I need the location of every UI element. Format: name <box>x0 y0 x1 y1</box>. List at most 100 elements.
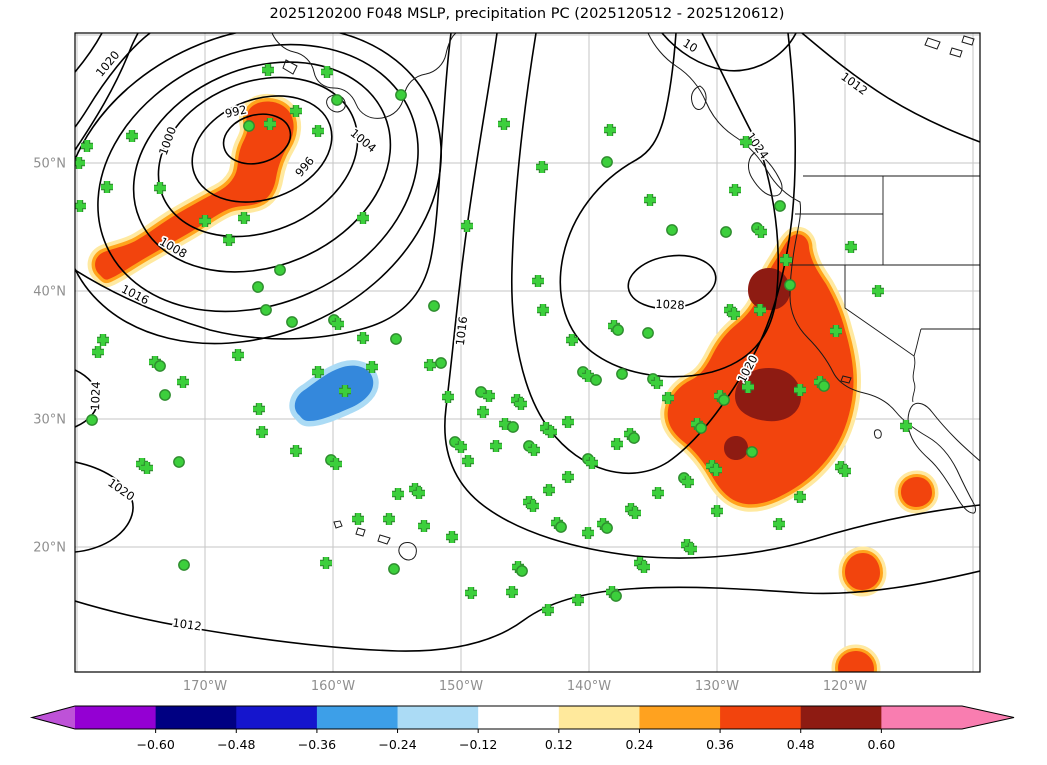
station-circle-marker <box>507 421 519 433</box>
contour-label: 1000 <box>156 125 179 157</box>
station-plus-marker <box>75 157 85 169</box>
station-plus-marker <box>515 398 527 410</box>
station-circle-marker <box>718 394 730 406</box>
colorbar-tick-label: −0.48 <box>217 737 255 752</box>
colorbar-cell <box>881 706 963 729</box>
station-plus-marker <box>845 241 857 253</box>
station-circle-marker <box>695 422 707 434</box>
station-plus-marker <box>604 124 616 136</box>
station-plus-marker <box>256 426 268 438</box>
station-circle-marker <box>601 522 613 534</box>
contour-1028 <box>627 254 717 310</box>
coastline <box>949 47 963 58</box>
contour-1004 <box>132 61 392 273</box>
contour-1016 <box>75 33 139 151</box>
station-plus-marker <box>629 507 641 519</box>
station-plus-marker <box>740 136 752 148</box>
station-plus-marker <box>839 465 851 477</box>
contour-label: 1012 <box>172 616 203 634</box>
colorbar-tick-label: 0.48 <box>787 737 815 752</box>
station-plus-marker <box>545 426 557 438</box>
contour-label: 992 <box>224 102 248 120</box>
station-circle-marker <box>428 300 440 312</box>
contour-1008 <box>97 43 419 313</box>
station-plus-marker <box>562 471 574 483</box>
coastlines <box>271 33 980 561</box>
contour-label: 1020 <box>93 48 123 79</box>
station-plus-marker <box>232 349 244 361</box>
coastline <box>873 429 882 439</box>
station-plus-marker <box>75 200 86 212</box>
darkred-core-3 <box>724 436 748 460</box>
station-plus-marker <box>527 500 539 512</box>
colorbar-tick-label: −0.24 <box>378 737 416 752</box>
station-plus-marker <box>290 105 302 117</box>
coastline <box>398 542 417 561</box>
contour-1024 <box>75 369 99 428</box>
station-plus-marker <box>332 318 344 330</box>
station-plus-marker <box>537 304 549 316</box>
station-plus-marker <box>651 377 663 389</box>
station-plus-marker <box>290 445 302 457</box>
station-plus-marker <box>794 491 806 503</box>
station-circle-marker <box>784 279 796 291</box>
x-tick-label: 160°W <box>311 679 355 694</box>
station-plus-marker <box>320 557 332 569</box>
colorbar-under-arrow <box>32 706 75 729</box>
station-plus-marker <box>424 359 436 371</box>
station-plus-marker <box>455 441 467 453</box>
colorbar-tick-label: −0.12 <box>459 737 497 752</box>
y-tick-label: 30°N <box>33 413 66 428</box>
station-plus-marker <box>900 420 912 432</box>
station-plus-marker <box>773 518 785 530</box>
station-plus-marker <box>542 604 554 616</box>
station-circle-marker <box>286 316 298 328</box>
station-circle-marker <box>720 226 732 238</box>
station-circle-marker <box>555 521 567 533</box>
station-plus-marker <box>199 215 211 227</box>
station-circle-marker <box>178 559 190 571</box>
station-plus-marker <box>81 140 93 152</box>
colorbar-tick-label: 0.12 <box>545 737 573 752</box>
station-plus-marker <box>392 488 404 500</box>
station-circle-marker <box>274 264 286 276</box>
contour-label: 1024 <box>88 381 103 411</box>
station-circle-marker <box>590 374 602 386</box>
station-plus-marker <box>465 587 477 599</box>
station-plus-marker <box>754 304 766 316</box>
darkred-core-1 <box>748 268 790 311</box>
station-plus-marker <box>498 118 510 130</box>
station-circle-marker <box>612 324 624 336</box>
coastline <box>282 59 298 75</box>
station-circle-marker <box>243 120 255 132</box>
station-plus-marker <box>262 64 274 76</box>
contour-1000 <box>157 76 359 238</box>
station-plus-marker <box>830 325 842 337</box>
station-plus-marker <box>685 543 697 555</box>
station-plus-marker <box>141 462 153 474</box>
station-plus-marker <box>483 390 495 402</box>
station-plus-marker <box>154 182 166 194</box>
station-circle-marker <box>746 446 758 458</box>
station-plus-marker <box>357 332 369 344</box>
colorbar-cell <box>236 706 318 729</box>
station-plus-marker <box>755 226 767 238</box>
station-plus-marker <box>490 440 502 452</box>
contour-1012 <box>801 33 980 143</box>
station-plus-marker <box>177 376 189 388</box>
station-plus-marker <box>586 457 598 469</box>
colorbar-cell <box>639 706 721 729</box>
x-tick-label: 170°W <box>183 679 227 694</box>
y-tick-label: 20°N <box>33 541 66 556</box>
station-circle-marker <box>435 357 447 369</box>
contour-1024 <box>559 33 780 378</box>
coastline <box>355 527 366 537</box>
map-frame <box>74 32 981 673</box>
station-plus-marker <box>729 184 741 196</box>
station-plus-marker <box>506 586 518 598</box>
station-plus-marker <box>728 308 740 320</box>
station-plus-marker <box>462 455 474 467</box>
